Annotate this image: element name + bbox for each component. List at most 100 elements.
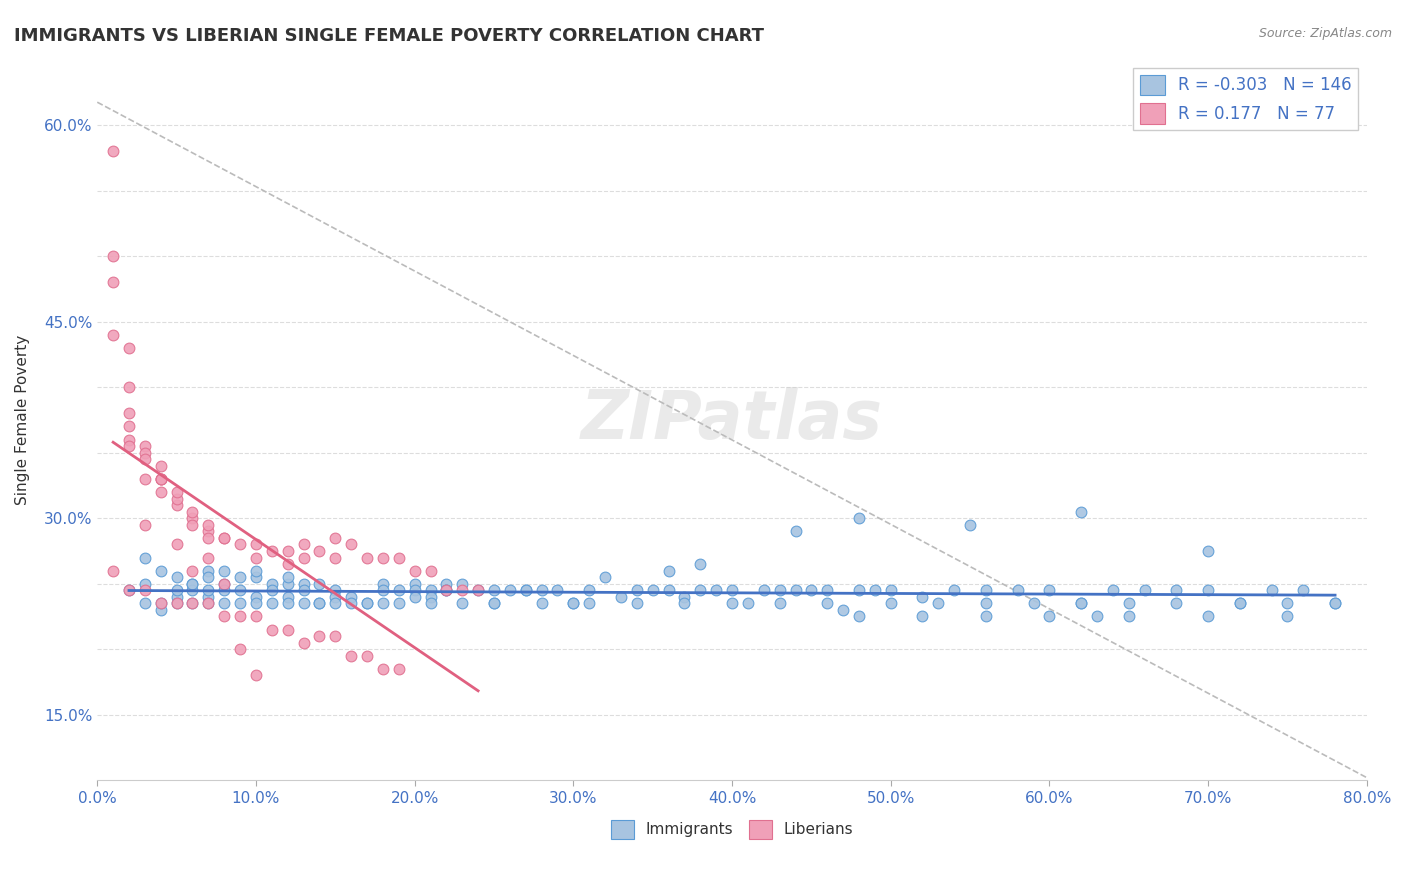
Point — [118, 380, 141, 394]
Point — [974, 609, 997, 624]
Point — [434, 576, 457, 591]
Point — [292, 537, 315, 551]
Point — [800, 583, 823, 598]
Point — [134, 583, 156, 598]
Point — [292, 583, 315, 598]
Point — [1118, 596, 1140, 610]
Point — [212, 576, 235, 591]
Point — [181, 576, 204, 591]
Point — [467, 583, 489, 598]
Point — [927, 596, 949, 610]
Point — [658, 564, 681, 578]
Point — [689, 557, 711, 571]
Point — [229, 596, 252, 610]
Point — [419, 564, 441, 578]
Point — [277, 590, 299, 604]
Point — [260, 583, 283, 598]
Point — [181, 517, 204, 532]
Point — [371, 596, 394, 610]
Point — [356, 648, 378, 663]
Point — [578, 596, 600, 610]
Point — [356, 596, 378, 610]
Point — [371, 583, 394, 598]
Legend: Immigrants, Liberians: Immigrants, Liberians — [605, 814, 859, 845]
Point — [404, 583, 426, 598]
Point — [815, 583, 838, 598]
Point — [974, 583, 997, 598]
Point — [323, 550, 346, 565]
Point — [212, 576, 235, 591]
Point — [308, 629, 330, 643]
Point — [277, 557, 299, 571]
Point — [1260, 583, 1282, 598]
Point — [308, 576, 330, 591]
Point — [260, 544, 283, 558]
Point — [181, 583, 204, 598]
Point — [212, 531, 235, 545]
Point — [419, 590, 441, 604]
Point — [737, 596, 759, 610]
Point — [356, 550, 378, 565]
Point — [1070, 505, 1092, 519]
Point — [1085, 609, 1108, 624]
Point — [721, 596, 744, 610]
Point — [340, 596, 363, 610]
Point — [1070, 596, 1092, 610]
Point — [530, 596, 553, 610]
Point — [101, 276, 124, 290]
Point — [101, 145, 124, 159]
Point — [1324, 596, 1347, 610]
Point — [323, 531, 346, 545]
Point — [277, 596, 299, 610]
Point — [245, 596, 267, 610]
Point — [197, 583, 219, 598]
Point — [499, 583, 522, 598]
Point — [578, 583, 600, 598]
Point — [166, 583, 188, 598]
Point — [181, 596, 204, 610]
Point — [1197, 583, 1219, 598]
Point — [166, 596, 188, 610]
Point — [245, 570, 267, 584]
Point — [482, 596, 505, 610]
Point — [434, 583, 457, 598]
Point — [118, 406, 141, 420]
Point — [1292, 583, 1315, 598]
Point — [212, 596, 235, 610]
Point — [118, 583, 141, 598]
Point — [404, 576, 426, 591]
Point — [626, 583, 648, 598]
Point — [340, 590, 363, 604]
Point — [704, 583, 727, 598]
Point — [197, 590, 219, 604]
Point — [197, 596, 219, 610]
Point — [197, 517, 219, 532]
Point — [118, 583, 141, 598]
Point — [1229, 596, 1251, 610]
Point — [673, 590, 696, 604]
Point — [197, 524, 219, 539]
Point — [943, 583, 966, 598]
Point — [197, 570, 219, 584]
Point — [1102, 583, 1125, 598]
Point — [434, 583, 457, 598]
Point — [245, 609, 267, 624]
Point — [371, 662, 394, 676]
Point — [911, 609, 934, 624]
Point — [197, 550, 219, 565]
Point — [134, 446, 156, 460]
Point — [212, 531, 235, 545]
Point — [260, 596, 283, 610]
Point — [166, 590, 188, 604]
Point — [134, 550, 156, 565]
Point — [626, 596, 648, 610]
Point — [451, 576, 474, 591]
Point — [1038, 609, 1060, 624]
Point — [388, 662, 411, 676]
Point — [323, 629, 346, 643]
Point — [166, 491, 188, 506]
Point — [752, 583, 775, 598]
Point — [197, 531, 219, 545]
Point — [118, 419, 141, 434]
Point — [880, 596, 903, 610]
